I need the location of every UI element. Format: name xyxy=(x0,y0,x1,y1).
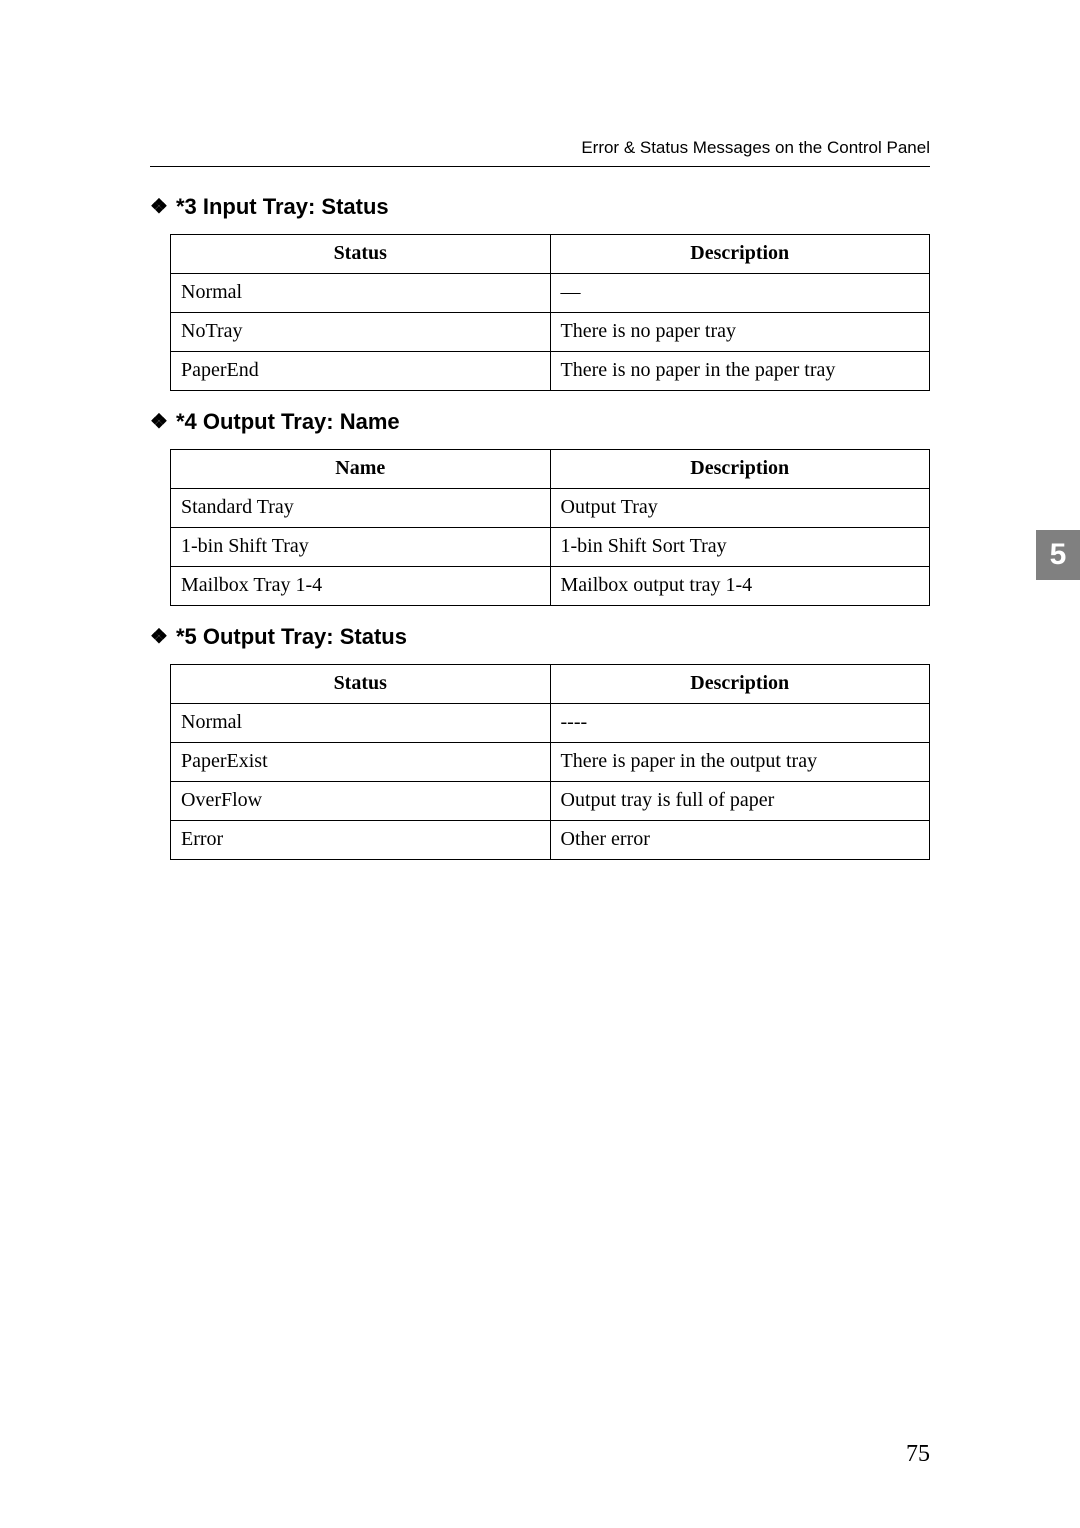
table-row: Error Other error xyxy=(171,821,930,860)
table-row: NoTray There is no paper tray xyxy=(171,313,930,352)
side-tab: 5 xyxy=(1036,530,1080,580)
table-cell: Standard Tray xyxy=(171,489,551,528)
table-row: Normal ---- xyxy=(171,704,930,743)
table-header: Status xyxy=(171,665,551,704)
table-cell: Normal xyxy=(171,704,551,743)
table-row: PaperExist There is paper in the output … xyxy=(171,743,930,782)
table-cell: 1-bin Shift Tray xyxy=(171,528,551,567)
table-header-row: Status Description xyxy=(171,235,930,274)
running-header: Error & Status Messages on the Control P… xyxy=(581,138,930,158)
table-cell: NoTray xyxy=(171,313,551,352)
table-cell: Mailbox output tray 1-4 xyxy=(550,567,930,606)
table-cell: Output Tray xyxy=(550,489,930,528)
header-rule xyxy=(150,166,930,167)
table-cell: There is no paper tray xyxy=(550,313,930,352)
table-cell: Error xyxy=(171,821,551,860)
table-cell: PaperExist xyxy=(171,743,551,782)
page-number: 75 xyxy=(906,1441,930,1468)
table-cell: There is no paper in the paper tray xyxy=(550,352,930,391)
table-header: Description xyxy=(550,235,930,274)
table-cell: ---- xyxy=(550,704,930,743)
section-title-5: ❖ *5 Output Tray: Status xyxy=(150,624,930,650)
table-header: Description xyxy=(550,665,930,704)
content-area: ❖ *3 Input Tray: Status Status Descripti… xyxy=(150,194,930,860)
table-row: OverFlow Output tray is full of paper xyxy=(171,782,930,821)
table-row: 1-bin Shift Tray 1-bin Shift Sort Tray xyxy=(171,528,930,567)
section-title-text: *5 Output Tray: Status xyxy=(176,624,407,650)
diamond-icon: ❖ xyxy=(150,197,168,217)
diamond-icon: ❖ xyxy=(150,412,168,432)
table-input-tray-status: Status Description Normal — NoTray There… xyxy=(170,234,930,391)
table-row: PaperEnd There is no paper in the paper … xyxy=(171,352,930,391)
section-title-4: ❖ *4 Output Tray: Name xyxy=(150,409,930,435)
table-output-tray-name: Name Description Standard Tray Output Tr… xyxy=(170,449,930,606)
table-cell: 1-bin Shift Sort Tray xyxy=(550,528,930,567)
diamond-icon: ❖ xyxy=(150,627,168,647)
table-header: Name xyxy=(171,450,551,489)
table-output-tray-status: Status Description Normal ---- PaperExis… xyxy=(170,664,930,860)
table-cell: Other error xyxy=(550,821,930,860)
table-cell: — xyxy=(550,274,930,313)
table-header: Description xyxy=(550,450,930,489)
table-cell: OverFlow xyxy=(171,782,551,821)
table-cell: PaperEnd xyxy=(171,352,551,391)
table-cell: Mailbox Tray 1-4 xyxy=(171,567,551,606)
table-header: Status xyxy=(171,235,551,274)
page: Error & Status Messages on the Control P… xyxy=(0,0,1080,1528)
table-cell: Normal xyxy=(171,274,551,313)
table-cell: Output tray is full of paper xyxy=(550,782,930,821)
table-cell: There is paper in the output tray xyxy=(550,743,930,782)
table-row: Standard Tray Output Tray xyxy=(171,489,930,528)
table-header-row: Name Description xyxy=(171,450,930,489)
section-title-text: *4 Output Tray: Name xyxy=(176,409,400,435)
table-header-row: Status Description xyxy=(171,665,930,704)
table-row: Mailbox Tray 1-4 Mailbox output tray 1-4 xyxy=(171,567,930,606)
section-title-3: ❖ *3 Input Tray: Status xyxy=(150,194,930,220)
table-row: Normal — xyxy=(171,274,930,313)
section-title-text: *3 Input Tray: Status xyxy=(176,194,389,220)
